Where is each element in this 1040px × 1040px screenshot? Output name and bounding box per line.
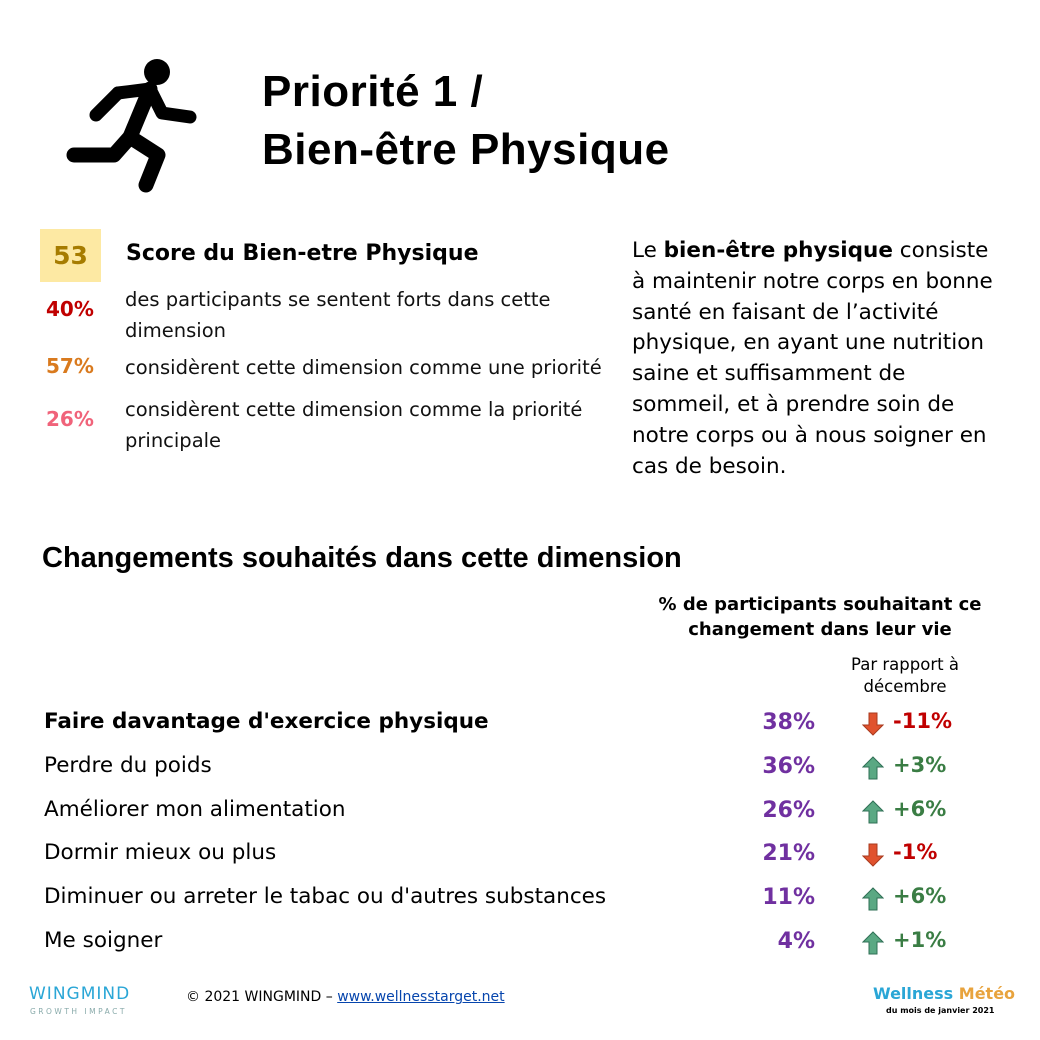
logo: WINGMIND bbox=[29, 984, 131, 1004]
row-label: Faire davantage d'exercice physique bbox=[44, 709, 489, 734]
row-delta: +1% bbox=[893, 928, 947, 952]
stat-value: 57% bbox=[46, 354, 94, 378]
column-header: % de participants souhaitant ce changeme… bbox=[658, 594, 982, 640]
footer-line: © 2021 WINGMIND – www.wellnesstarget.net bbox=[186, 989, 505, 1005]
row-label: Dormir mieux ou plus bbox=[44, 840, 277, 866]
row-delta: +6% bbox=[893, 884, 947, 909]
link[interactable]: www.wellnesstarget.net bbox=[337, 989, 505, 1005]
row-label: Me soigner bbox=[44, 928, 163, 953]
row-percent: 26% bbox=[762, 797, 815, 823]
trend-arrow bbox=[862, 887, 884, 911]
trend-arrow bbox=[862, 931, 884, 955]
trend-arrow bbox=[862, 712, 884, 736]
title-line: Bien-être Physique bbox=[262, 125, 670, 174]
title-line: Priorité 1 / bbox=[262, 67, 484, 116]
arrow-shape bbox=[862, 712, 884, 736]
section-title: Changements souhaités dans cette dimensi… bbox=[42, 542, 682, 574]
stat-value: 40% bbox=[46, 297, 94, 321]
stat-value: 26% bbox=[46, 407, 94, 431]
row-percent: 21% bbox=[762, 841, 815, 867]
runner-icon bbox=[66, 59, 197, 193]
trend-arrow bbox=[862, 843, 884, 868]
arrow-shape bbox=[862, 799, 884, 824]
row-label: Améliorer mon alimentation bbox=[44, 796, 346, 822]
arrow-shape bbox=[862, 756, 884, 780]
row-label: Perdre du poids bbox=[44, 752, 212, 778]
trend-arrow bbox=[862, 799, 884, 824]
description: Le bien-être physique consiste à mainten… bbox=[632, 236, 1002, 482]
arrow-shape bbox=[862, 887, 884, 911]
row-delta: -11% bbox=[893, 709, 952, 733]
row-delta: -1% bbox=[893, 840, 938, 865]
row-percent: 4% bbox=[777, 929, 815, 954]
brand-1: Wellness bbox=[873, 984, 954, 1003]
row-delta: +6% bbox=[893, 796, 947, 821]
score-value: 53 bbox=[40, 229, 101, 282]
row-percent: 38% bbox=[762, 710, 815, 735]
arrow-shape bbox=[862, 843, 884, 868]
row-label: Diminuer ou arreter le tabac ou d'autres… bbox=[44, 884, 607, 910]
arrow-shape bbox=[862, 931, 884, 955]
stat-text: considèrent cette dimension comme une pr… bbox=[125, 356, 602, 379]
delta-header: Par rapport à décembre bbox=[851, 655, 959, 696]
trend-arrow bbox=[862, 756, 884, 780]
brand: Wellness Météo bbox=[873, 984, 1015, 1003]
description-bold: bien-être physique bbox=[663, 238, 893, 263]
logo-tagline: GROWTH IMPACT bbox=[30, 1007, 127, 1016]
row-delta: +3% bbox=[893, 752, 947, 777]
row-percent: 11% bbox=[762, 885, 815, 911]
description-text: consiste à maintenir notre corps en bonn… bbox=[632, 238, 993, 479]
brand-sub: du mois de janvier 2021 bbox=[886, 1006, 995, 1015]
stat-text: considèrent cette dimension comme la pri… bbox=[125, 398, 583, 452]
score-label: Score du Bien-etre Physique bbox=[126, 241, 479, 266]
stat-text: des participants se sentent forts dans c… bbox=[125, 288, 551, 342]
copyright: © 2021 WINGMIND – bbox=[186, 989, 333, 1005]
row-percent: 36% bbox=[762, 753, 815, 779]
description-text: Le bbox=[632, 238, 664, 263]
brand-2: Météo bbox=[958, 984, 1016, 1003]
